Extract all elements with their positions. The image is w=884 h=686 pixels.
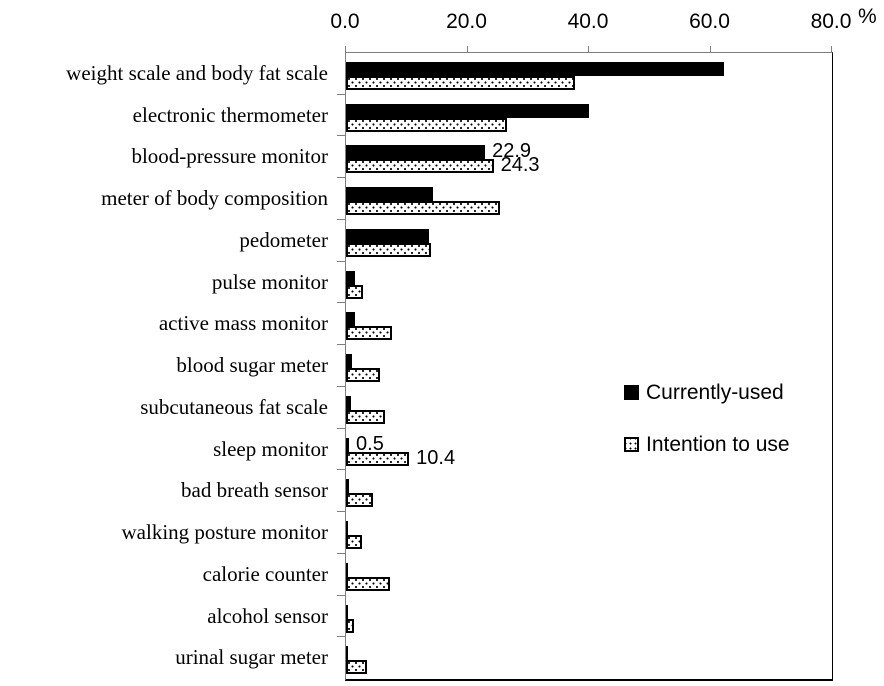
bar-currently-used xyxy=(346,270,355,285)
legend-label-currently-used: Currently-used xyxy=(646,381,784,404)
bar-intention-to-use xyxy=(346,535,362,550)
category-label: alcohol sensor xyxy=(207,603,328,628)
axis-unit-label: % xyxy=(858,5,877,28)
x-tick-label: 80.0 xyxy=(810,10,852,33)
legend-item-intention-to-use: Intention to use xyxy=(624,434,790,455)
category-label: weight scale and body fat scale xyxy=(66,61,328,85)
y-tick-mark xyxy=(337,552,345,554)
category-label: sleep monitor xyxy=(213,436,328,461)
bar-currently-used xyxy=(346,437,350,452)
data-label: 0.5 xyxy=(356,432,384,455)
y-tick-mark xyxy=(337,135,345,137)
bar-intention-to-use xyxy=(346,117,507,132)
y-tick-mark xyxy=(337,427,345,429)
y-tick-mark xyxy=(337,385,345,387)
x-tick-label: 0.0 xyxy=(330,10,360,33)
bar-intention-to-use xyxy=(346,576,390,591)
bar-intention-to-use xyxy=(346,242,432,257)
category-label: electronic thermometer xyxy=(132,102,328,127)
bar-intention-to-use xyxy=(346,201,501,216)
y-tick-mark xyxy=(337,511,345,513)
legend-swatch-solid-icon xyxy=(624,385,639,400)
bar-currently-used xyxy=(346,479,350,494)
bar-currently-used xyxy=(346,604,348,619)
x-tick-mark xyxy=(709,46,711,52)
y-tick-mark xyxy=(337,469,345,471)
x-tick-label: 20.0 xyxy=(446,10,487,33)
y-tick-mark xyxy=(337,218,345,220)
category-label: blood sugar meter xyxy=(176,353,328,378)
x-tick-mark xyxy=(466,46,468,52)
y-tick-mark xyxy=(337,93,345,95)
bar-intention-to-use xyxy=(346,368,381,383)
bar-intention-to-use xyxy=(346,159,494,174)
y-tick-mark xyxy=(337,260,345,262)
y-tick-mark xyxy=(337,636,345,638)
y-tick-mark xyxy=(337,344,345,346)
bar-currently-used xyxy=(346,228,430,243)
x-tick-mark xyxy=(831,46,832,52)
y-tick-mark xyxy=(337,594,345,596)
bar-currently-used xyxy=(346,354,353,369)
plot-area xyxy=(345,52,833,681)
bar-currently-used xyxy=(346,312,355,327)
bar-currently-used xyxy=(346,395,351,410)
category-label: blood-pressure monitor xyxy=(131,144,328,169)
x-tick-mark xyxy=(588,46,589,52)
bar-intention-to-use xyxy=(346,284,363,299)
bar-currently-used xyxy=(346,103,589,118)
y-tick-mark xyxy=(337,177,345,179)
y-tick-mark xyxy=(337,302,345,304)
category-label: active mass monitor xyxy=(158,311,328,336)
category-label: meter of body composition xyxy=(101,186,328,211)
category-label: calorie counter xyxy=(202,561,328,586)
legend-swatch-dotted-icon xyxy=(624,437,639,452)
x-tick-label: 60.0 xyxy=(689,10,730,33)
bar-currently-used xyxy=(346,62,725,76)
data-label: 10.4 xyxy=(416,446,456,469)
legend-label-intention-to-use: Intention to use xyxy=(646,433,790,456)
bar-intention-to-use xyxy=(346,660,367,675)
bar-intention-to-use xyxy=(346,326,393,341)
category-label: urinal sugar meter xyxy=(175,645,328,670)
bar-currently-used xyxy=(346,646,348,661)
x-tick-mark xyxy=(345,46,346,52)
category-label: pulse monitor xyxy=(211,269,328,294)
legend-item-currently-used: Currently-used xyxy=(624,382,784,403)
bar-intention-to-use xyxy=(346,451,410,466)
category-label: walking posture monitor xyxy=(121,520,328,545)
bar-intention-to-use xyxy=(346,76,576,90)
category-label: bad breath sensor xyxy=(181,478,328,503)
bar-intention-to-use xyxy=(346,618,354,633)
bar-currently-used xyxy=(346,145,486,160)
bar-currently-used xyxy=(346,187,433,202)
category-label: pedometer xyxy=(239,227,328,252)
bar-intention-to-use xyxy=(346,493,373,508)
bar-intention-to-use xyxy=(346,409,386,424)
category-label: subcutaneous fat scale xyxy=(140,394,328,419)
data-label: 24.3 xyxy=(500,154,540,177)
data-label: 22.9 xyxy=(492,140,532,163)
bar-currently-used xyxy=(346,521,348,536)
bar-currently-used xyxy=(346,562,349,577)
x-tick-label: 40.0 xyxy=(567,10,609,33)
